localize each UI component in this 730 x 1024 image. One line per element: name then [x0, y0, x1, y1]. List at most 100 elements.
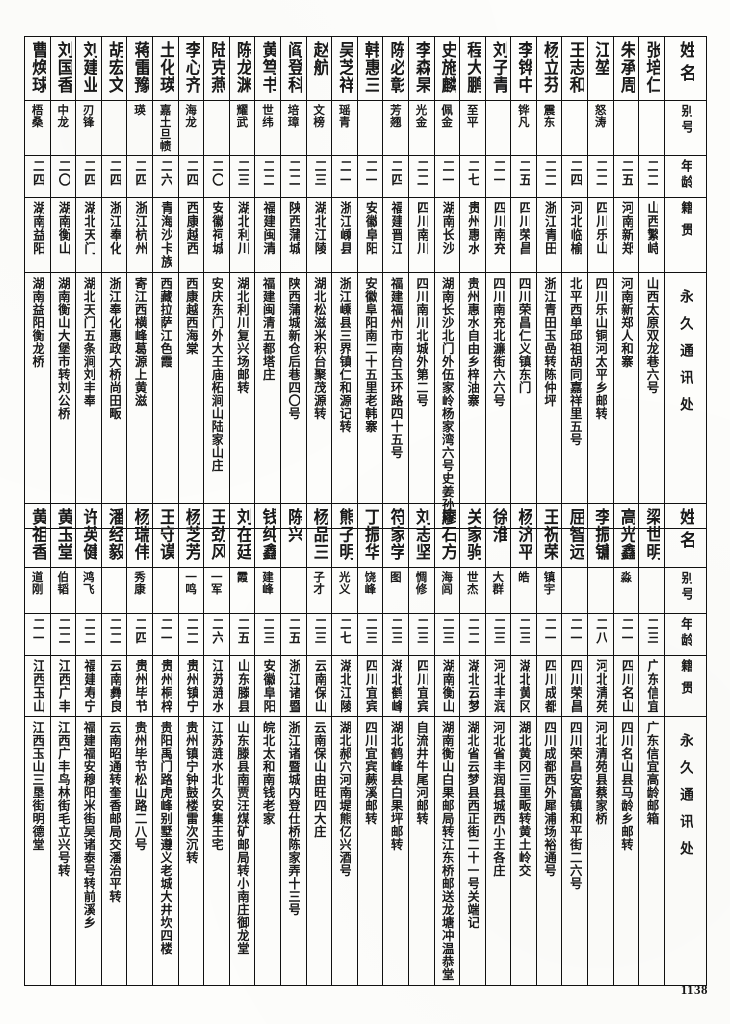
cell-address: 皖北太和南钱老家 [254, 716, 281, 986]
cell-text: 广东信宜高龄邮箱 [644, 721, 659, 825]
cell-name: 高光鑫 [612, 503, 640, 568]
cell-origin: 湖南益阳 [24, 197, 51, 273]
cell-text: 嘉土旦帻 [158, 104, 172, 152]
cell-text: 贵州镇宁 [183, 659, 198, 713]
cell-origin: 贵州惠水 [459, 197, 486, 273]
cell-origin: 浙江青田 [535, 197, 563, 273]
cell-address: 四川乐山铜河太平乡邮转 [587, 271, 614, 529]
cell-address: 河北清苑县蔡家桥 [587, 716, 614, 986]
cell-text: 培璋 [286, 104, 300, 128]
cell-text: 怒涛 [594, 104, 607, 128]
cell-text: 福建福州市南台玉环路四十五号 [388, 276, 403, 459]
cell-alias [151, 567, 179, 614]
cell-address: 湖北天门五条涧刘丰奉 [75, 271, 102, 529]
cell-address: 江苏涟水北久安集王宅 [203, 716, 230, 986]
table-row-alias: 梧桑 中龙 刃锋 瑛嘉土旦帻 海龙 耀武 世纬 培璋 文榜 瑶青 芳翘 光金 佩金 至平 铧凡 震东 怒涛 别号 [24, 100, 707, 156]
cell-text: 二二 [542, 159, 556, 187]
cell-text: 贵州镇宁钟鼓楼雷次沉转 [183, 721, 198, 864]
cell-age: 二二 [49, 613, 77, 656]
cell-text: 瑶青 [338, 104, 351, 128]
cell-name: 杨瑞伟 [126, 503, 153, 568]
cell-text: 浙江青田玉嵒转陈仲坪 [542, 276, 557, 407]
row-header-label: 姓名 [676, 508, 695, 554]
cell-address: 湖北利川复兴场邮转 [228, 271, 256, 529]
table-row-age: 二一 二二 二二 二二 二四 二一 二二 二六 二五 二三 二五 二三 二七 二三 二三 二三 二三 二二 二三 二三… [24, 613, 707, 656]
cell-address: 河南新郑人和寨 [612, 271, 640, 529]
cell-age: 二七 [459, 155, 486, 198]
cell-alias: 镇宇 [535, 567, 563, 614]
cell-name: 陈必彰 [382, 36, 409, 101]
row-header-name: 姓名 [663, 503, 707, 568]
cell-text: 刘志坚 [412, 508, 431, 561]
cell-name: 赵航 [305, 36, 333, 101]
cell-text: 山东滕县 [235, 659, 249, 713]
cell-text: 光义 [338, 571, 351, 595]
cell-alias: 光金 [407, 100, 435, 156]
cell-text: 二七 [337, 617, 352, 645]
cell-text: 陈兴 [284, 508, 303, 543]
cell-address: 四川南川北城外第二号 [407, 271, 435, 529]
cell-text: 阎登科 [284, 41, 303, 94]
cell-age: 二三 [305, 155, 333, 198]
cell-age: 二三 [356, 613, 384, 656]
cell-address: 福建福安穆阳米街吴诸泰号转前溪乡 [75, 716, 102, 986]
cell-text: 李铧中 [514, 41, 533, 94]
cell-address: 湖南衡山大堡市转刘公桥 [49, 271, 77, 529]
cell-text: 浙江嵊县三界镇仁和源记转 [337, 276, 352, 433]
cell-origin: 安徽祠城 [203, 197, 230, 273]
cell-text: 二二 [107, 617, 121, 645]
cell-alias: 图 [382, 567, 409, 614]
cell-name: 江堃 [587, 36, 614, 101]
directory-table-lower: 黄祖香 黄玉堂 许英健 潘经毅 杨瑞伟 王守谟 杨芝芳 王劲风 刘在廷 钱纯鑫 陈兴 杨品三 熊子明 丁振… [24, 503, 707, 986]
cell-text: 刘在廷 [233, 508, 251, 561]
cell-name: 徐淮 [484, 503, 512, 568]
row-header-label: 年龄 [678, 617, 693, 649]
cell-text: 寄江西横峰葛源上黄滋 [132, 276, 147, 407]
cell-text: 湖北利川复兴场邮转 [235, 276, 250, 394]
cell-alias: 铧凡 [510, 100, 537, 156]
cell-alias [638, 567, 665, 614]
cell-text: 二四 [132, 617, 147, 645]
cell-name: 程大鹏 [459, 36, 486, 101]
cell-name: 吴芝祥 [331, 36, 358, 101]
cell-text: 贵州惠水 [465, 201, 480, 255]
cell-text: 程大鹏 [463, 41, 482, 94]
cell-text: 伯韬 [56, 571, 70, 595]
cell-text: 湖北黄冈 [516, 659, 531, 713]
cell-alias [356, 100, 384, 156]
cell-text: 二八 [593, 617, 608, 645]
cell-origin: 四川南充 [484, 197, 512, 273]
cell-text: 湖北江陵 [337, 659, 352, 713]
cell-text: 赵航 [309, 41, 328, 76]
cell-address: 山西太原双龙巷六号 [638, 271, 665, 529]
cell-text: 建峰 [261, 571, 274, 595]
cell-name: 韩惠三 [356, 36, 384, 101]
directory-table: 曹焕球 刘国香 刘建业 胡宏文 蒋雷豫 土化瑛 李心齐 陆克燕 陈龙渊 黄笃书 阎登科 赵航 吴芝祥 韩惠… [24, 36, 707, 529]
cell-text: 二五 [619, 159, 633, 187]
cell-age: 二二 [177, 613, 205, 656]
cell-address: 云南昭通转奎香邮局交潘治平转 [100, 716, 128, 986]
cell-text: 二四 [30, 159, 45, 187]
cell-name: 蒋雷豫 [126, 36, 153, 101]
cell-text: 李心齐 [182, 41, 200, 94]
cell-name: 曹焕球 [24, 36, 51, 101]
cell-origin: 四川乐山 [587, 197, 614, 273]
cell-text: 贵州惠水自由乡梓油寨 [465, 276, 480, 407]
cell-text: 二四 [81, 159, 96, 187]
cell-text: 杨立芬 [540, 41, 558, 94]
cell-text: 史施麟 [437, 41, 456, 94]
cell-address: 安庆东门外大王庙柘涧山陆家山庄 [203, 271, 230, 529]
cell-text: 河北省丰润县城西小王各庄 [490, 721, 505, 877]
cell-text: 梁世明 [642, 508, 661, 561]
cell-age: 二二 [100, 613, 128, 656]
cell-text: 海闾 [440, 571, 454, 595]
cell-text: 河南新郑人和寨 [618, 276, 633, 368]
cell-alias [638, 100, 665, 156]
cell-age: 二四 [177, 155, 205, 198]
row-header-label: 籍贯 [678, 659, 693, 703]
cell-address: 浙江诸暨城内登仕桥陈家弄十三号 [279, 716, 307, 986]
cell-alias: 至平 [459, 100, 486, 156]
cell-origin: 湖南衡山 [49, 197, 77, 273]
cell-address: 浙江嵊县三界镇仁和源记转 [331, 271, 358, 529]
